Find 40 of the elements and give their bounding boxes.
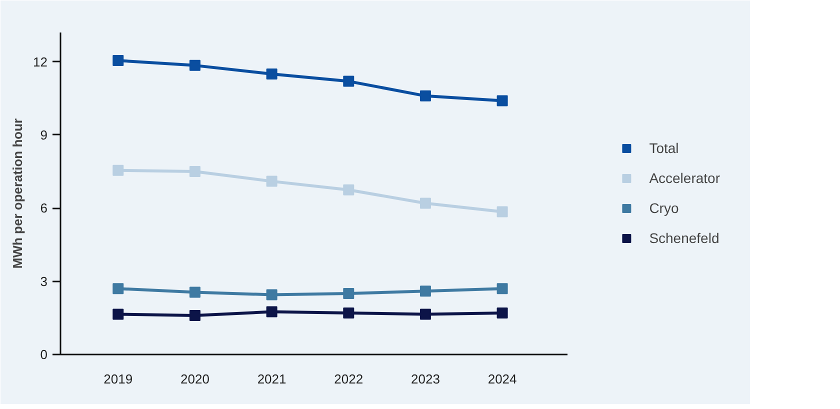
point	[420, 90, 431, 102]
point	[343, 288, 354, 300]
point	[266, 176, 278, 187]
y-tick-label: 6	[40, 200, 48, 216]
point	[343, 76, 354, 87]
point	[189, 286, 200, 298]
legend-label: Cryo	[649, 200, 679, 216]
x-tick-label: 2022	[334, 372, 364, 386]
point	[496, 308, 508, 319]
y-tick-label: 12	[33, 54, 48, 70]
y-tick-label: 3	[40, 274, 48, 289]
point	[496, 283, 508, 294]
point	[420, 286, 431, 297]
y-tick-label: 9	[40, 127, 48, 142]
point	[496, 95, 508, 106]
point	[420, 198, 431, 209]
x-tick-label: 2023	[411, 372, 440, 386]
point	[112, 55, 124, 66]
x-tick-label: 2024	[488, 372, 517, 386]
point	[189, 60, 200, 71]
x-tick-label: 2021	[257, 372, 286, 386]
point	[112, 164, 124, 176]
point	[496, 206, 508, 218]
x-tick-label: 2020	[180, 372, 210, 386]
point	[112, 308, 124, 320]
point	[266, 306, 278, 318]
legend-label: Accelerator	[649, 170, 720, 186]
legend-label: Schenefeld	[649, 230, 720, 246]
point	[189, 166, 200, 178]
point	[189, 310, 200, 321]
point	[266, 289, 278, 300]
y-axis-title: MWh per operation hour	[10, 118, 26, 269]
point	[112, 283, 124, 294]
point	[343, 308, 354, 319]
legend-label: Total	[649, 140, 679, 156]
point	[266, 68, 278, 80]
x-tick-label: 2019	[104, 372, 133, 386]
point	[343, 184, 354, 196]
y-tick-label: 0	[40, 347, 48, 362]
point	[420, 308, 431, 320]
